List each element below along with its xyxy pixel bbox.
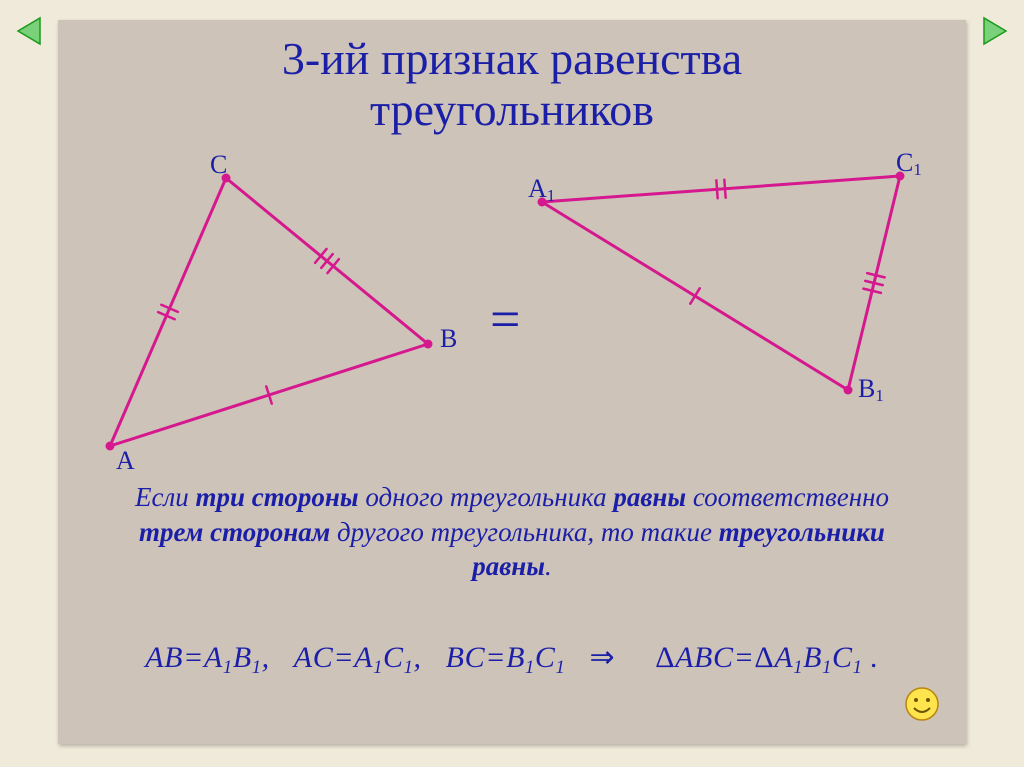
vertex-label-c1: C1 <box>896 148 922 178</box>
smiley-icon[interactable] <box>904 686 940 722</box>
triangles-diagram: = A B C A1 B1 C1 <box>58 150 966 470</box>
theorem-text: Если три стороны одного треугольника рав… <box>76 480 948 584</box>
vertex-label-c: C <box>210 150 227 180</box>
slide-title: 3-ий признак равенства треугольников <box>58 34 966 135</box>
title-line-1: 3-ий признак равенства <box>282 33 742 84</box>
title-line-2: треугольников <box>370 84 654 135</box>
arrow-left-icon <box>14 16 44 46</box>
formula-line: AB=A1B1,AC=A1C1,BC=B1C1⇒ΔABC=ΔA1B1C1 . <box>58 640 966 675</box>
prev-slide-button[interactable] <box>12 14 46 48</box>
slide-card: 3-ий признак равенства треугольников = A… <box>58 20 966 744</box>
vertex-label-a: A <box>116 446 135 476</box>
vertex-label-b1: B1 <box>858 374 884 404</box>
arrow-right-icon <box>980 16 1010 46</box>
equals-sign: = <box>490 288 520 350</box>
vertex-label-a1: A1 <box>528 174 555 204</box>
vertex-label-b: B <box>440 324 457 354</box>
next-slide-button[interactable] <box>978 14 1012 48</box>
